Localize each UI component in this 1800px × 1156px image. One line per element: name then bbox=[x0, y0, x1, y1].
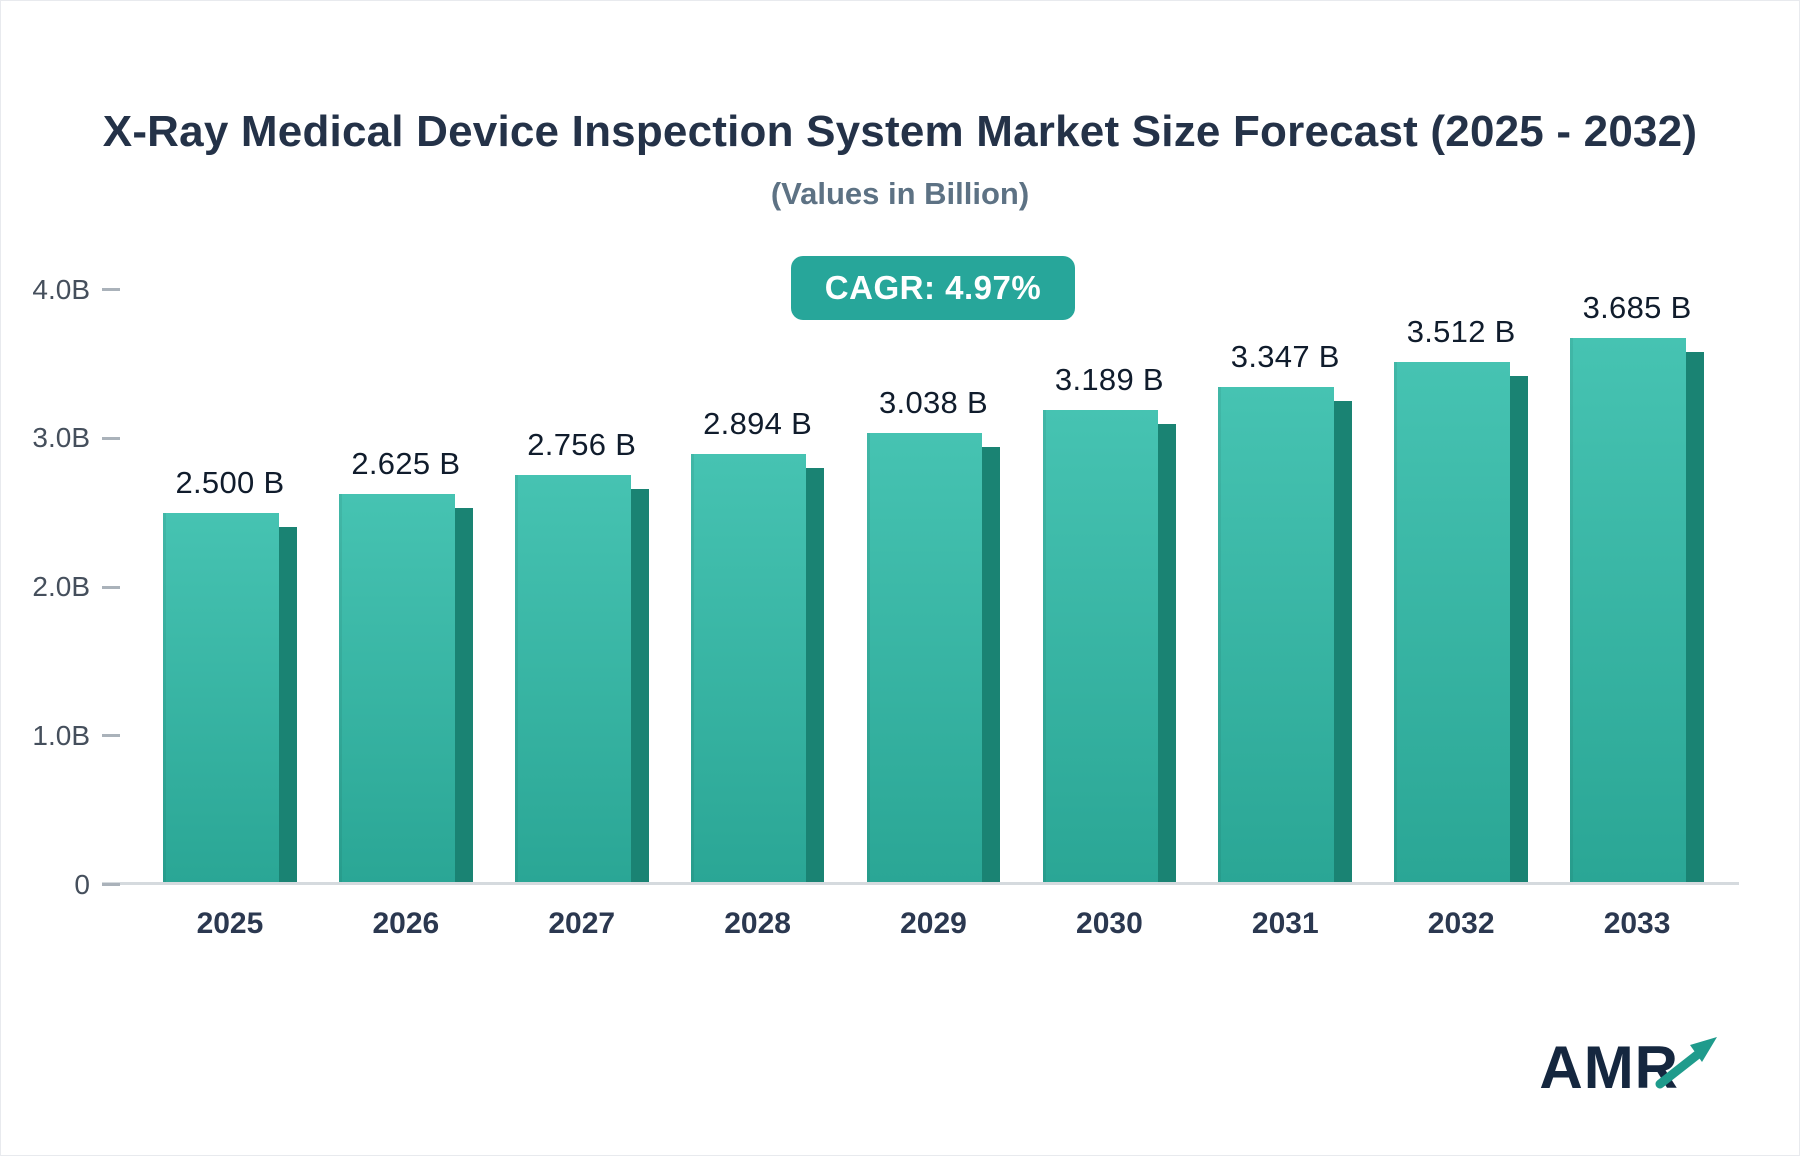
bars: 2.500 B 2.625 B 2.756 B 2.894 B 3.038 B 3.189… bbox=[128, 290, 1739, 885]
bar-side-face bbox=[1158, 424, 1177, 885]
bar-group: 2.625 B bbox=[318, 290, 494, 885]
bar-group: 3.038 B bbox=[846, 290, 1022, 885]
amr-logo: AMR bbox=[1539, 1033, 1721, 1102]
bar-front-face bbox=[1042, 410, 1159, 885]
bar-2031 bbox=[1218, 386, 1353, 885]
bar-value-label: 3.189 B bbox=[1054, 362, 1164, 398]
arrow-shaft-icon bbox=[1655, 1050, 1702, 1088]
bar-side-face bbox=[1510, 376, 1529, 885]
bar-front-face bbox=[163, 512, 279, 885]
chart-title: X-Ray Medical Device Inspection System M… bbox=[102, 107, 1698, 156]
bar-front-face bbox=[339, 494, 455, 885]
plot-area: 2.500 B 2.625 B 2.756 B 2.894 B 3.038 B 3.189… bbox=[32, 274, 1739, 900]
bar-group: 2.894 B bbox=[670, 290, 846, 885]
y-tick: 3.0B bbox=[26, 422, 120, 454]
bar-value-label: 3.347 B bbox=[1230, 338, 1340, 374]
y-tick-label: 3.0B bbox=[32, 422, 90, 454]
x-axis-label: 2033 bbox=[1603, 906, 1671, 940]
bar-group: 3.347 B bbox=[1197, 290, 1373, 885]
bar-2025 bbox=[163, 512, 297, 885]
chart-subtitle: (Values in Billion) bbox=[770, 175, 1030, 211]
bar-2030 bbox=[1042, 410, 1177, 885]
bar-2026 bbox=[339, 494, 473, 885]
bar-group: 3.685 B bbox=[1549, 290, 1725, 885]
bar-group: 2.500 B bbox=[142, 290, 318, 885]
bar-front-face bbox=[1394, 362, 1511, 885]
bar-side-face bbox=[806, 468, 825, 885]
bar-value-label: 3.512 B bbox=[1406, 314, 1516, 350]
bar-value-label: 2.500 B bbox=[175, 464, 285, 500]
bar-front-face bbox=[514, 474, 631, 885]
x-axis-label: 2025 bbox=[196, 906, 264, 940]
y-tick-label: 4.0B bbox=[32, 273, 90, 305]
bar-value-label: 3.685 B bbox=[1582, 289, 1692, 325]
bar-value-label: 2.625 B bbox=[351, 446, 461, 482]
bar-front-face bbox=[866, 432, 983, 885]
y-tick-mark bbox=[102, 585, 120, 589]
bar-value-label: 2.894 B bbox=[703, 406, 813, 442]
x-axis-label: 2030 bbox=[1076, 906, 1143, 940]
bar-side-face bbox=[1334, 400, 1353, 885]
bar-group: 2.756 B bbox=[494, 290, 670, 885]
bar-front-face bbox=[690, 454, 807, 885]
bar-group: 3.189 B bbox=[1021, 290, 1197, 885]
x-axis-label: 2031 bbox=[1251, 906, 1319, 940]
y-tick-mark bbox=[102, 883, 120, 887]
bar-front-face bbox=[1570, 337, 1686, 885]
bar-2032 bbox=[1394, 362, 1529, 885]
x-axis-label: 2027 bbox=[548, 906, 616, 940]
y-tick-mark bbox=[102, 436, 120, 440]
bar-side-face bbox=[454, 508, 473, 885]
x-axis-label: 2032 bbox=[1427, 906, 1495, 940]
x-axis-line bbox=[102, 881, 1739, 885]
y-tick: 2.0B bbox=[26, 571, 120, 603]
cagr-badge: CAGR: 4.97% bbox=[790, 255, 1076, 320]
bar-2029 bbox=[866, 432, 1001, 885]
x-axis-label: 2026 bbox=[372, 906, 440, 940]
amr-logo-text: AMR bbox=[1539, 1034, 1679, 1101]
bar-chart: 2.500 B 2.625 B 2.756 B 2.894 B 3.038 B 3.189… bbox=[32, 274, 1739, 941]
y-tick-mark bbox=[102, 734, 120, 738]
x-axis-labels: 2025 2026 2027 2028 2029 2030 2031 2032 2033 bbox=[128, 907, 1739, 941]
growth-arrow-icon bbox=[1655, 1036, 1717, 1088]
bar-value-label: 3.038 B bbox=[879, 384, 988, 420]
bar-side-face bbox=[1685, 351, 1704, 885]
y-tick-mark bbox=[102, 288, 120, 292]
bar-side-face bbox=[982, 446, 1001, 885]
bar-2033 bbox=[1570, 337, 1704, 885]
arrow-head-icon bbox=[1690, 1036, 1717, 1062]
badge-row: CAGR: 4.97% bbox=[1, 255, 1799, 320]
bar-2028 bbox=[690, 454, 825, 885]
y-tick-label: 0 bbox=[74, 868, 90, 900]
x-axis-label: 2028 bbox=[724, 906, 791, 940]
y-tick-label: 2.0B bbox=[32, 571, 90, 603]
bar-front-face bbox=[1218, 386, 1335, 885]
bar-2027 bbox=[514, 474, 649, 885]
bar-side-face bbox=[278, 526, 297, 885]
bar-value-label: 2.756 B bbox=[527, 426, 637, 462]
bar-group: 3.512 B bbox=[1373, 290, 1549, 885]
y-tick: 0 bbox=[26, 869, 120, 901]
y-tick: 1.0B bbox=[26, 720, 120, 752]
bar-side-face bbox=[630, 488, 649, 885]
y-tick: 4.0B bbox=[26, 274, 120, 306]
x-axis-label: 2029 bbox=[900, 906, 967, 940]
y-tick-label: 1.0B bbox=[32, 719, 90, 751]
